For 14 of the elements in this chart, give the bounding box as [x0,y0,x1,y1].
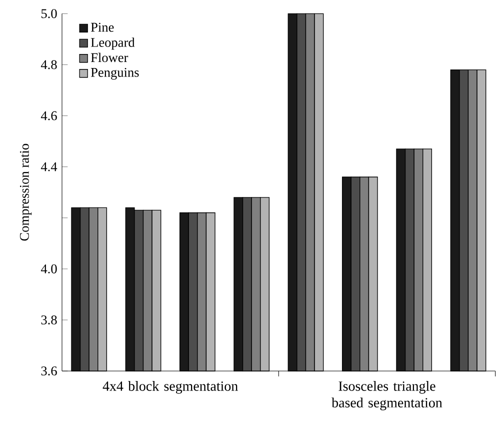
y-tick-label: 5.0 [41,9,57,18]
y-tick-label: 4.8 [40,60,57,70]
y-axis-title: Compression ratio [20,144,32,241]
y-tick-label: 4.4 [40,162,58,172]
text: 4x4 block segmentation [102,381,238,394]
y-tick-label: 4.6 [40,111,57,120]
text: Isosceles triangle based segmentation [332,381,442,410]
y-tick-label: 3.8 [41,315,57,324]
legend-label: Pine [90,22,114,32]
legend-label: Leopard [90,38,135,50]
y-tick-label: 4.0 [40,264,57,274]
legend-label: Flower [90,52,128,62]
y-tick-label: 3.6 [41,366,57,376]
legend-label: Penguins [90,68,139,80]
